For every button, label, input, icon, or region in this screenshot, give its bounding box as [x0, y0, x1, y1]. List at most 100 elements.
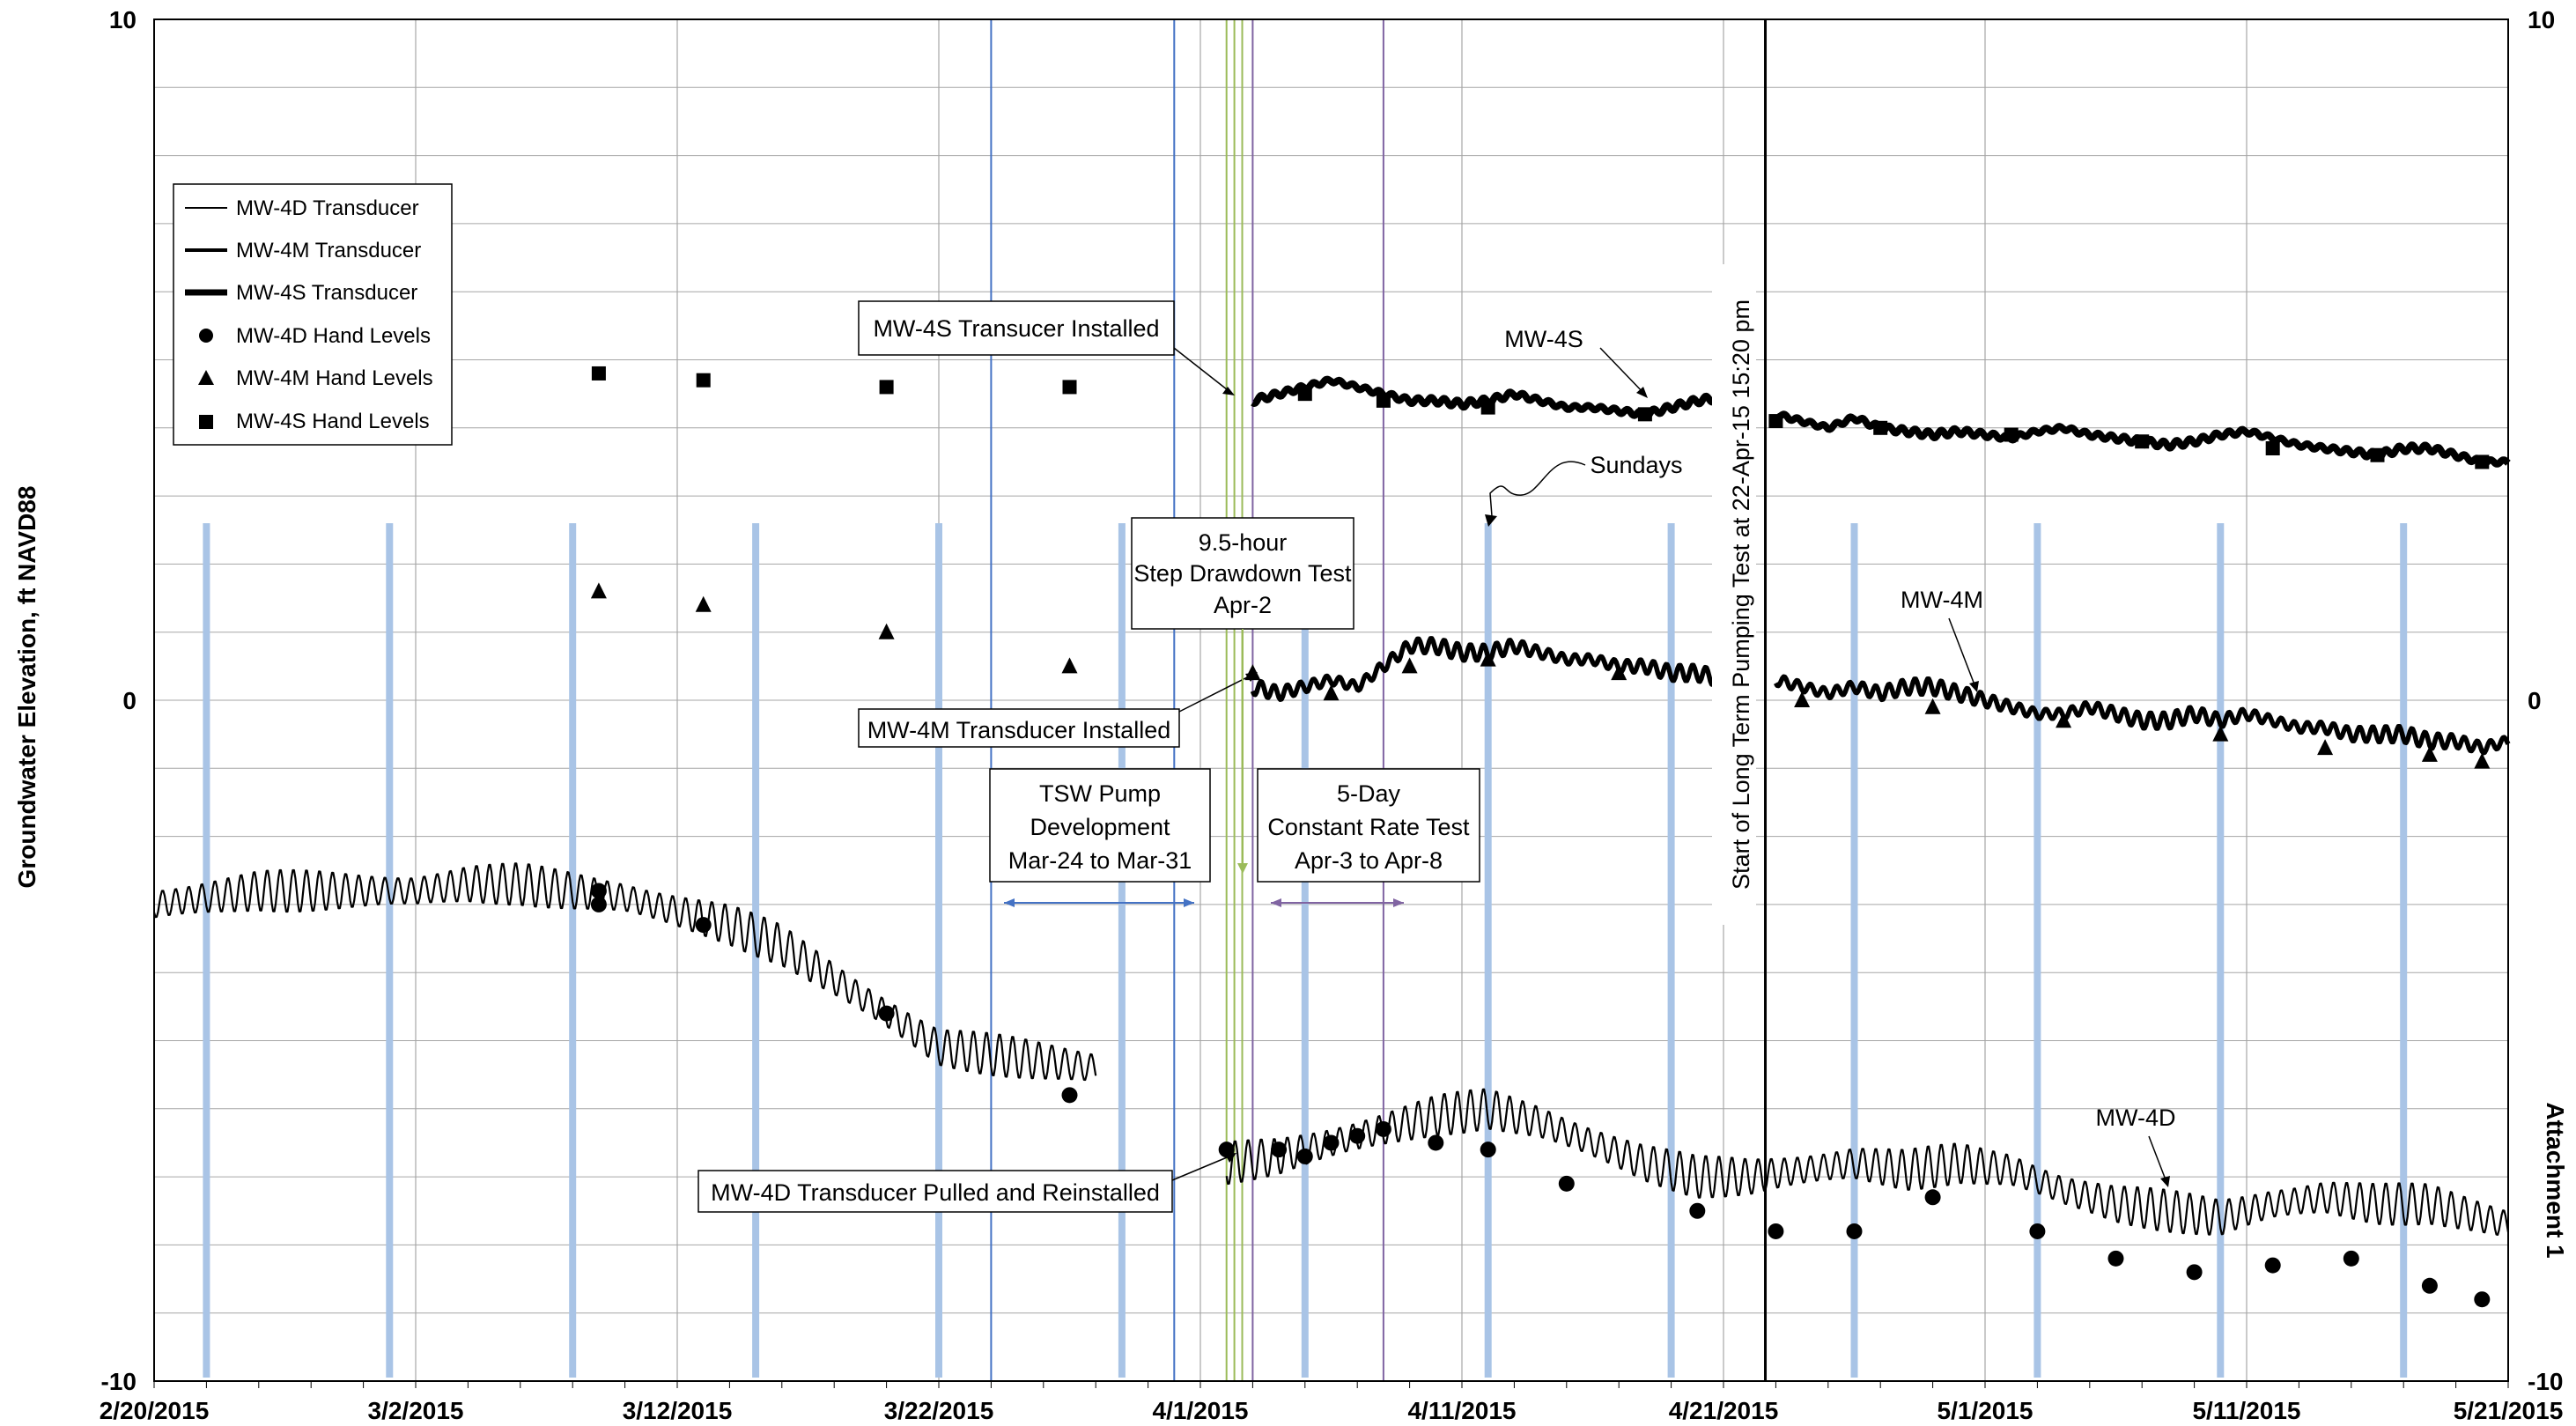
hand-level-circle — [1349, 1127, 1366, 1144]
legend-box — [173, 183, 453, 446]
hand-level-circle — [2186, 1264, 2203, 1281]
hand-level-triangle — [2212, 725, 2229, 742]
sunday-bar — [386, 523, 394, 1378]
sunday-bar — [1667, 523, 1675, 1378]
pointer-mw4m-installed — [1178, 674, 1253, 713]
annotation-step-line1: 9.5-hour — [1199, 529, 1288, 556]
hand-level-circle — [1296, 1148, 1313, 1164]
hand-level-triangle — [2421, 745, 2438, 762]
arrowhead-mw4m-label — [1969, 681, 1979, 692]
hand-level-circle — [1323, 1134, 1340, 1151]
annotation-tsw-line1: TSW Pump — [1039, 780, 1161, 807]
sunday-bar — [1118, 523, 1126, 1378]
x-tick-label: 3/2/2015 — [368, 1397, 464, 1424]
arrowhead-sundays — [1485, 514, 1497, 527]
annotation-tsw-line2: Development — [1030, 814, 1170, 840]
hand-level-triangle — [1794, 691, 1811, 707]
hand-level-circle — [2264, 1257, 2281, 1274]
hand-level-square — [1297, 387, 1312, 402]
series-line-mw-4d-transducer — [152, 862, 1097, 1082]
step-arrowhead — [1237, 863, 1248, 874]
hand-level-square — [2135, 434, 2150, 449]
hand-level-circle — [2343, 1250, 2359, 1267]
sunday-bar — [2217, 523, 2225, 1378]
pointer-mw4d-label — [2148, 1135, 2167, 1183]
legend-label-mw4m-hand: MW-4M Hand Levels — [236, 366, 433, 390]
sunday-bar — [1484, 523, 1492, 1378]
annotation-box-mw4s-installed — [858, 300, 1175, 356]
hand-level-square — [2004, 427, 2019, 442]
annotation-box-mw4m-installed — [858, 708, 1180, 748]
range-tsw-left-arrow — [1004, 898, 1015, 907]
hand-level-square — [1062, 380, 1077, 395]
hand-level-triangle — [590, 582, 607, 599]
hand-level-square — [1480, 400, 1495, 415]
annotation-crt-line2: Constant Rate Test — [1267, 814, 1470, 840]
annotation-crt-line3: Apr-3 to Apr-8 — [1295, 847, 1443, 874]
x-tick-label: 5/11/2015 — [2192, 1397, 2300, 1424]
annotation-mw4d-label: MW-4D — [2096, 1105, 2176, 1131]
hand-level-square — [1768, 414, 1783, 429]
annotation-sundays: Sundays — [1590, 452, 1682, 478]
annotation-box-mw4d-reinstalled — [698, 1170, 1173, 1213]
y-tick-label-left: 10 — [109, 6, 137, 33]
hand-level-square — [1873, 420, 1888, 435]
range-crt-right-arrow — [1393, 898, 1404, 907]
arrowhead-mw4s-label — [1636, 387, 1648, 398]
legend-label-mw4m-transducer: MW-4M Transducer — [236, 239, 421, 262]
sunday-bar — [2400, 523, 2408, 1378]
legend-label-mw4s-transducer: MW-4S Transducer — [236, 281, 417, 305]
event-lines — [990, 19, 1768, 1381]
hand-level-circle — [1428, 1134, 1444, 1151]
x-tick-label: 5/21/2015 — [2454, 1397, 2564, 1424]
x-tick-label: 2/20/2015 — [100, 1397, 210, 1424]
sunday-bar — [1850, 523, 1858, 1378]
series-line-mw-4d-transducer — [1225, 1088, 2510, 1237]
annotation-mw4s-label: MW-4S — [1504, 326, 1583, 352]
hand-level-circle — [1689, 1202, 1706, 1219]
legend-swatch-mw4d-hand — [199, 329, 213, 343]
series-line-mw-4m-transducer — [1773, 674, 2511, 756]
annotation-long-term: Start of Long Term Pumping Test at 22-Ap… — [1728, 299, 1754, 890]
hand-level-triangle — [1611, 664, 1628, 681]
legend-label-mw4d-transducer: MW-4D Transducer — [236, 196, 419, 220]
hand-level-circle — [1924, 1189, 1941, 1206]
annotation-box-tsw — [989, 768, 1211, 883]
hand-level-triangle — [2317, 739, 2334, 756]
hand-level-square — [2265, 440, 2280, 455]
legend-swatch-mw4s-hand — [199, 415, 213, 429]
pointer-mw4d-reinstalled — [1171, 1155, 1232, 1181]
annotation-step-line3: Apr-2 — [1214, 592, 1272, 618]
pointer-mw4s-label — [1599, 347, 1646, 395]
annotation-mw4d-reinstalled: MW-4D Transducer Pulled and Reinstalled — [711, 1179, 1160, 1206]
range-tsw-right-arrow — [1184, 898, 1194, 907]
sunday-bar — [203, 523, 210, 1378]
annotation-box-long-term — [1712, 264, 1756, 925]
annotation-box-step — [1131, 517, 1354, 630]
hand-level-circle — [590, 883, 607, 899]
y-axis-label: Groundwater Elevation, ft NAVD88 — [13, 486, 41, 889]
hand-level-circle — [1271, 1142, 1288, 1158]
annotation-crt-line1: 5-Day — [1337, 780, 1401, 807]
hand-level-square — [591, 366, 606, 381]
y-tick-label-right: 10 — [2528, 6, 2555, 33]
hand-levels-group — [590, 366, 2491, 1308]
y-tick-label-left: 0 — [122, 687, 137, 714]
pointer-mw4s-installed — [1173, 347, 1232, 394]
sunday-bar — [935, 523, 942, 1378]
annotation-mw4s-installed: MW-4S Transucer Installed — [873, 315, 1159, 342]
hand-level-square — [2370, 447, 2385, 462]
annotation-tsw-line3: Mar-24 to Mar-31 — [1008, 847, 1192, 874]
hand-level-circle — [590, 896, 607, 912]
hand-level-triangle — [1323, 684, 1340, 701]
hand-level-triangle — [2056, 712, 2072, 728]
hand-level-circle — [1558, 1175, 1575, 1192]
hand-level-triangle — [695, 595, 712, 612]
gridlines — [153, 18, 2509, 1388]
hand-level-square — [879, 380, 894, 395]
legend: MW-4D Transducer MW-4M Transducer MW-4S … — [173, 183, 453, 446]
hand-level-triangle — [1401, 657, 1418, 674]
sunday-bar — [2033, 523, 2041, 1378]
annotation-mw4m-label: MW-4M — [1901, 587, 1983, 613]
